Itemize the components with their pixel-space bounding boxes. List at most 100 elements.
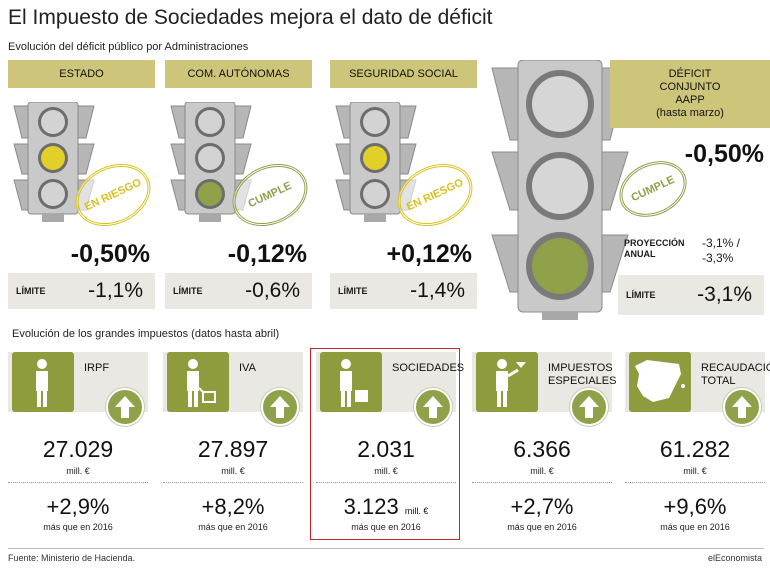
up-arrow-icon — [414, 388, 452, 426]
page-title: El Impuesto de Sociedades mejora el dato… — [8, 6, 493, 29]
person-icon — [36, 359, 48, 407]
person-cart-icon — [187, 359, 216, 407]
tax-unit: mill. € — [530, 466, 554, 476]
tax-name-line: IVA — [239, 362, 256, 374]
change-note: más que en 2016 — [660, 522, 730, 532]
change-note: más que en 2016 — [198, 522, 268, 532]
person-drink-icon — [496, 359, 526, 407]
tax-name: IMPUESTOS ESPECIALES — [548, 362, 616, 388]
total-header: DÉFICIT CONJUNTO AAPP (hasta marzo) — [610, 60, 770, 128]
brand-credit: elEconomista — [707, 553, 762, 563]
tax-name: RECAUDACIÓNTOTAL — [701, 362, 770, 388]
limit-value: -1,1% — [88, 279, 143, 302]
person-briefcase-icon — [340, 359, 368, 407]
spain-map-icon — [635, 360, 685, 402]
projection-value: -3,1% / -3,3% — [702, 236, 740, 266]
tax-card: IVA 27.897 mill. € +8,2% más que en 2016 — [163, 348, 303, 540]
tax-icon-box — [167, 352, 229, 412]
source-note: Fuente: Ministerio de Hacienda. — [8, 553, 136, 563]
tax-unit: mill. € — [374, 466, 398, 476]
projection-label: PROYECCIÓN ANUAL — [624, 238, 685, 260]
tax-change: +9,6% — [625, 494, 765, 520]
tax-name: IRPF — [84, 362, 109, 375]
change-value: +8,2% — [201, 494, 265, 519]
page-subtitle: Evolución del déficit público por Admini… — [8, 41, 249, 53]
total-value: -0,50% — [684, 140, 764, 168]
projection-label-1: PROYECCIÓN — [624, 238, 685, 248]
admin-panel: SEGURIDAD SOCIAL EN RIESGO +0,12% LÍMITE… — [330, 60, 483, 310]
change-value: 3.123 — [343, 494, 399, 519]
change-note: más que en 2016 — [351, 522, 421, 532]
highlight-frame — [310, 348, 460, 540]
total-label-1: DÉFICIT — [668, 68, 712, 80]
footer-divider — [8, 548, 764, 549]
admin-panel: COM. AUTÓNOMAS CUMPLE -0,12% LÍMITE -0,6… — [165, 60, 318, 310]
tax-unit: mill. € — [66, 466, 90, 476]
tax-unit: mill. € — [683, 466, 707, 476]
limit-label: LÍMITE — [173, 286, 203, 296]
total-limit-box: LÍMITE -3,1% — [618, 275, 764, 315]
projection-label-2: ANUAL — [624, 249, 656, 259]
card-divider — [472, 482, 612, 483]
admin-header: ESTADO — [8, 60, 155, 88]
projection-value-1: -3,1% / — [702, 236, 741, 250]
up-arrow-icon — [261, 388, 299, 426]
projection-value-2: -3,3% — [702, 251, 734, 265]
admin-header: SEGURIDAD SOCIAL — [330, 60, 477, 88]
tax-card: RECAUDACIÓNTOTAL 61.282 mill. € +9,6% má… — [625, 348, 770, 540]
traffic-light — [335, 101, 417, 222]
total-limit-value: -3,1% — [697, 283, 752, 306]
limit-box: LÍMITE -1,4% — [330, 273, 477, 309]
card-divider — [163, 482, 303, 483]
admin-header: COM. AUTÓNOMAS — [165, 60, 312, 88]
limit-label: LÍMITE — [338, 286, 368, 296]
tax-name-line: ESPECIALES — [548, 375, 617, 387]
admin-value: -0,50% — [70, 240, 150, 268]
limit-value: -1,4% — [410, 279, 465, 302]
limit-label: LÍMITE — [16, 286, 46, 296]
tax-change: 3.123 mill. € — [316, 494, 456, 520]
tax-name-line: RECAUDACIÓN — [701, 362, 770, 374]
tax-name-line: SOCIEDADES — [392, 362, 465, 374]
change-value: +2,7% — [510, 494, 574, 519]
up-arrow-icon — [106, 388, 144, 426]
tax-change: +2,9% — [8, 494, 148, 520]
total-label-4: (hasta marzo) — [656, 107, 724, 119]
change-unit: mill. € — [404, 506, 429, 516]
up-arrow-icon — [570, 388, 608, 426]
tax-card: SOCIEDADES 2.031 mill. € 3.123 mill. € m… — [310, 348, 464, 540]
change-value: +9,6% — [663, 494, 727, 519]
tax-change: +8,2% — [163, 494, 303, 520]
tax-icon-box — [320, 352, 382, 412]
traffic-light-large — [491, 60, 629, 320]
total-label-3: AAPP — [675, 94, 705, 106]
tax-value: 27.029 — [42, 436, 114, 462]
tax-name-line: IRPF — [84, 362, 110, 374]
total-limit-label: LÍMITE — [626, 290, 656, 300]
up-arrow-icon — [723, 388, 761, 426]
tax-card: IMPUESTOS ESPECIALES 6.366 mill. € +2,7% … — [472, 348, 616, 540]
tax-name-line: TOTAL — [701, 375, 736, 387]
tax-name: SOCIEDADES — [392, 362, 464, 375]
card-divider — [8, 482, 148, 483]
limit-value: -0,6% — [245, 279, 300, 302]
tax-value: 27.897 — [197, 436, 269, 462]
tax-value: 2.031 — [357, 436, 415, 462]
limit-box: LÍMITE -1,1% — [8, 273, 155, 309]
tax-icon-box — [629, 352, 691, 412]
total-label-2: CONJUNTO — [659, 81, 721, 93]
change-note: más que en 2016 — [43, 522, 113, 532]
tax-icon-box — [12, 352, 74, 412]
tax-change: +2,7% — [472, 494, 612, 520]
limit-box: LÍMITE -0,6% — [165, 273, 312, 309]
tax-card: IRPF 27.029 mill. € +2,9% más que en 201… — [8, 348, 148, 540]
admin-value: -0,12% — [227, 240, 307, 268]
change-note: más que en 2016 — [507, 522, 577, 532]
admin-panel: ESTADO EN RIESGO -0,50% LÍMITE -1,1% — [8, 60, 161, 310]
tax-value: 6.366 — [513, 436, 571, 462]
taxes-title: Evolución de los grandes impuestos (dato… — [12, 328, 280, 340]
admin-value: +0,12% — [386, 240, 473, 268]
tax-unit: mill. € — [221, 466, 245, 476]
tax-value: 61.282 — [659, 436, 731, 462]
card-divider — [625, 482, 765, 483]
